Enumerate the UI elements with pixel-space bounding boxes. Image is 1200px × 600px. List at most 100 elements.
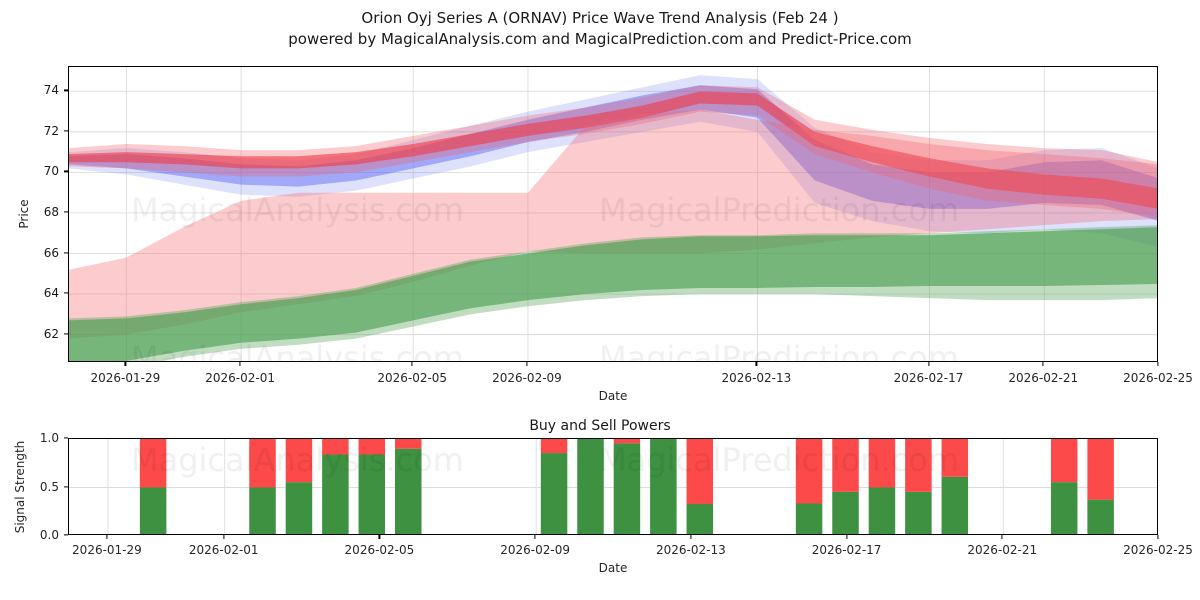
signal-bar-buy [322, 454, 349, 534]
signal-x-tick-mark [223, 535, 225, 539]
signal-x-tick-mark [690, 535, 692, 539]
price-y-tick-label: 68 [43, 204, 59, 219]
signal-bar-buy [686, 503, 714, 534]
signal-x-tick-mark [845, 535, 848, 539]
price-x-tick-label: 2026-02-21 [1008, 371, 1079, 385]
signal-x-tick-mark [1157, 535, 1159, 539]
price-y-tick-mark [64, 89, 68, 91]
price-x-tick-label: 2026-02-09 [492, 371, 562, 385]
signal-bar-sell [139, 439, 167, 488]
signal-bar-buy [795, 503, 823, 534]
signal-bar-buy [394, 448, 422, 534]
price-x-tick-mark [411, 362, 413, 366]
signal-bar-sell [540, 439, 568, 454]
price-x-tick-label: 2026-02-17 [893, 371, 964, 385]
price-y-tick-mark [64, 292, 68, 294]
price-band-green-buy-band-inner [69, 227, 1157, 361]
signal-x-tick-label: 2026-02-09 [500, 543, 571, 557]
price-y-tick-label: 70 [43, 164, 59, 179]
signal-bar-buy [650, 439, 677, 534]
signal-x-tick-mark [106, 535, 108, 539]
signal-bar-buy [249, 487, 276, 534]
price-x-tick-label: 2026-02-05 [377, 371, 448, 385]
price-y-tick-mark [64, 130, 68, 132]
signal-bar-buy [358, 454, 386, 534]
price-y-tick-label: 62 [43, 326, 59, 341]
signal-y-axis-label: Signal Strength [13, 440, 27, 533]
signal-x-tick-label: 2026-02-17 [811, 543, 882, 557]
signal-bar-sell [285, 439, 313, 483]
price-band-blue-wave-inner [69, 85, 1157, 221]
signal-bar-buy [1087, 499, 1114, 534]
price-x-tick-mark [1157, 362, 1159, 366]
signal-y-tick-label: 0.5 [39, 479, 59, 494]
price-y-tick-mark [64, 251, 68, 254]
price-x-axis-label: Date [598, 389, 628, 403]
price-x-tick-mark [755, 362, 757, 366]
signal-y-tick-label: 0.0 [39, 528, 59, 542]
price-x-tick-label: 2026-02-13 [721, 371, 792, 385]
price-y-axis-label: Price [17, 199, 31, 229]
signal-bar-sell [613, 439, 641, 444]
signal-bar-sell [394, 439, 422, 449]
price-x-tick-label: 2026-01-29 [90, 371, 161, 385]
signal-bar-buy [905, 491, 932, 534]
signal-bar-buy [613, 443, 641, 534]
signal-bar-sell [686, 439, 714, 504]
price-x-tick-mark [1042, 362, 1044, 366]
price-chart-svg [69, 67, 1157, 361]
price-band-red-wave-inner [69, 91, 1157, 209]
price-band-blue-wave-outer [69, 75, 1157, 247]
signal-x-tick-label: 2026-02-01 [188, 543, 259, 557]
signal-bar-buy [139, 487, 167, 534]
signal-bar-sell [249, 439, 276, 488]
price-band-red-support-band [69, 109, 1157, 339]
price-x-tick-mark [239, 362, 241, 366]
signal-x-tick-mark [534, 535, 536, 539]
signal-bar-buy [1050, 482, 1078, 534]
signal-x-tick-mark [378, 535, 381, 539]
signal-chart-svg [69, 439, 1157, 534]
signal-y-tick-mark [64, 437, 68, 439]
price-x-tick-label: 2026-02-25 [1123, 371, 1193, 385]
signal-bar-buy [577, 439, 604, 534]
price-y-tick-mark [64, 333, 68, 335]
signal-x-tick-label: 2026-02-05 [344, 543, 415, 557]
price-x-tick-mark [526, 362, 528, 366]
signal-bar-buy [941, 476, 969, 534]
price-y-tick-label: 66 [43, 245, 59, 260]
signal-bar-sell [795, 439, 823, 504]
signal-x-tick-label: 2026-02-21 [967, 543, 1038, 557]
signal-bar-buy [285, 482, 313, 534]
price-x-tick-mark [124, 362, 126, 366]
signal-bar-sell [358, 439, 386, 455]
signal-y-tick-label: 1.0 [39, 431, 59, 445]
price-chart-plot-area: MagicalAnalysis.com MagicalPrediction.com… [68, 66, 1158, 362]
signal-x-axis-label: Date [598, 561, 628, 575]
signal-bar-sell [322, 439, 349, 455]
signal-bar-buy [540, 453, 568, 534]
signal-bar-sell [832, 439, 859, 492]
price-y-tick-label: 74 [43, 83, 59, 98]
signal-bar-sell [1087, 439, 1114, 500]
signal-bar-sell [905, 439, 932, 492]
price-x-tick-mark [927, 362, 930, 366]
price-y-tick-label: 64 [43, 286, 59, 301]
signal-y-tick-mark [64, 534, 68, 536]
signal-bar-buy [868, 487, 896, 534]
signal-bar-buy [832, 491, 859, 534]
price-x-tick-label: 2026-02-01 [205, 371, 275, 385]
chart-title-block: Orion Oyj Series A (ORNAV) Price Wave Tr… [0, 8, 1200, 50]
price-y-tick-mark [64, 170, 68, 173]
page-subtitle: powered by MagicalAnalysis.com and Magic… [288, 30, 912, 48]
price-y-tick-label: 72 [43, 123, 59, 138]
signal-x-tick-mark [1001, 535, 1003, 539]
signal-bar-sell [1050, 439, 1078, 483]
signal-x-tick-label: 2026-02-25 [1123, 543, 1193, 557]
page-title: Orion Oyj Series A (ORNAV) Price Wave Tr… [361, 9, 839, 27]
signal-y-tick-mark [64, 485, 68, 488]
signal-chart-title: Buy and Sell Powers [529, 418, 671, 434]
price-y-tick-mark [64, 211, 68, 213]
